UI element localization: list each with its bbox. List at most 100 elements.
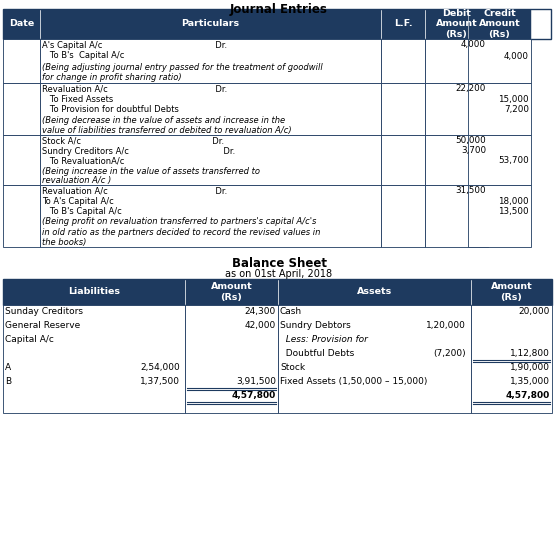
Text: 24,300: 24,300: [245, 307, 276, 316]
Text: 3,91,500: 3,91,500: [236, 377, 276, 386]
Text: To B's Capital A/c: To B's Capital A/c: [42, 207, 122, 216]
Bar: [425, 83, 488, 135]
Text: Cash: Cash: [280, 307, 302, 316]
Text: Journal Entries: Journal Entries: [230, 3, 328, 16]
Text: 15,000: 15,000: [498, 95, 529, 104]
Bar: [468, 83, 531, 135]
Bar: [425, 185, 488, 247]
Text: 31,500: 31,500: [455, 187, 486, 195]
Text: B: B: [5, 377, 11, 386]
Text: Capital A/c: Capital A/c: [5, 335, 54, 344]
Text: Amount
(Rs): Amount (Rs): [490, 282, 532, 302]
Bar: [3, 39, 40, 83]
Text: Less: Provision for: Less: Provision for: [280, 335, 368, 344]
Text: 1,37,500: 1,37,500: [140, 377, 180, 386]
Bar: [425, 39, 488, 83]
Text: (Being adjusting journal entry passed for the treatment of goodwill: (Being adjusting journal entry passed fo…: [42, 62, 323, 72]
Text: Fixed Assets (1,50,000 – 15,000): Fixed Assets (1,50,000 – 15,000): [280, 377, 427, 386]
Bar: [381, 83, 425, 135]
Bar: [278, 305, 471, 413]
Text: 18,000: 18,000: [498, 197, 529, 206]
Bar: [3, 135, 40, 185]
Text: Amount
(Rs): Amount (Rs): [210, 282, 252, 302]
Text: 1,90,000: 1,90,000: [510, 363, 550, 372]
Text: (Being increase in the value of assets transferred to: (Being increase in the value of assets t…: [42, 166, 260, 175]
Text: 1,20,000: 1,20,000: [426, 321, 466, 330]
Bar: [468, 185, 531, 247]
Text: A: A: [5, 363, 11, 372]
Bar: [425, 9, 488, 39]
Bar: [185, 305, 278, 413]
Text: Balance Sheet: Balance Sheet: [232, 257, 326, 270]
Text: To A's Capital A/c: To A's Capital A/c: [42, 197, 114, 206]
Bar: [471, 305, 552, 413]
Text: 20,000: 20,000: [518, 307, 550, 316]
Text: Liabilities: Liabilities: [68, 287, 120, 296]
Text: (Being profit on revaluation transferred to partners's capital A/c's: (Being profit on revaluation transferred…: [42, 217, 316, 226]
Bar: [3, 83, 40, 135]
Bar: [3, 305, 185, 413]
Text: Sundry Debtors: Sundry Debtors: [280, 321, 351, 330]
Bar: [381, 135, 425, 185]
Text: Revaluation A/c                                         Dr.: Revaluation A/c Dr.: [42, 187, 227, 195]
Text: 22,200: 22,200: [456, 84, 486, 94]
Bar: [3, 279, 552, 305]
Text: 4,000: 4,000: [461, 40, 486, 49]
Text: 3,700: 3,700: [461, 146, 486, 155]
Text: Date: Date: [9, 19, 34, 29]
Bar: [468, 135, 531, 185]
Text: General Reserve: General Reserve: [5, 321, 80, 330]
Bar: [3, 279, 185, 305]
Bar: [40, 185, 381, 247]
Bar: [3, 9, 551, 39]
Text: A's Capital A/c                                           Dr.: A's Capital A/c Dr.: [42, 40, 227, 49]
Bar: [278, 279, 471, 305]
Text: Stock: Stock: [280, 363, 305, 372]
Text: Revaluation A/c                                         Dr.: Revaluation A/c Dr.: [42, 84, 227, 94]
Bar: [40, 9, 381, 39]
Bar: [185, 279, 278, 305]
Text: 1,12,800: 1,12,800: [510, 349, 550, 358]
Text: 13,500: 13,500: [498, 207, 529, 216]
Text: To B's  Capital A/c: To B's Capital A/c: [42, 52, 124, 60]
Text: Assets: Assets: [357, 287, 392, 296]
Text: To Fixed Assets: To Fixed Assets: [42, 95, 113, 104]
Text: 2,54,000: 2,54,000: [140, 363, 180, 372]
Text: Debit
Amount
(Rs): Debit Amount (Rs): [436, 9, 478, 39]
Text: Particulars: Particulars: [181, 19, 239, 29]
Text: To Provision for doubtful Debts: To Provision for doubtful Debts: [42, 105, 179, 114]
Text: 7,200: 7,200: [504, 105, 529, 114]
Bar: [381, 9, 425, 39]
Text: revaluation A/c ): revaluation A/c ): [42, 176, 111, 186]
Text: 4,57,800: 4,57,800: [232, 391, 276, 400]
Text: 4,57,800: 4,57,800: [506, 391, 550, 400]
Text: 50,000: 50,000: [455, 137, 486, 145]
Bar: [471, 279, 552, 305]
Text: L.F.: L.F.: [394, 19, 412, 29]
Bar: [3, 9, 40, 39]
Text: (7,200): (7,200): [434, 349, 466, 358]
Text: 42,000: 42,000: [245, 321, 276, 330]
Bar: [40, 135, 381, 185]
Text: Credit
Amount
(Rs): Credit Amount (Rs): [479, 9, 521, 39]
Text: as on 01st April, 2018: as on 01st April, 2018: [225, 269, 333, 279]
Text: //www.studyay.com: //www.studyay.com: [182, 315, 318, 401]
Text: Sunday Creditors: Sunday Creditors: [5, 307, 83, 316]
Text: value of liabilities transferred or debited to revaluation A/c): value of liabilities transferred or debi…: [42, 126, 292, 135]
Bar: [381, 185, 425, 247]
Bar: [468, 9, 531, 39]
Text: for change in profit sharing ratio): for change in profit sharing ratio): [42, 74, 181, 82]
Bar: [40, 83, 381, 135]
Bar: [3, 185, 40, 247]
Text: Sundry Creditors A/c                                    Dr.: Sundry Creditors A/c Dr.: [42, 146, 235, 155]
Text: Stock A/c                                                  Dr.: Stock A/c Dr.: [42, 137, 224, 145]
Text: 53,700: 53,700: [498, 157, 529, 166]
Bar: [40, 39, 381, 83]
Text: Doubtful Debts: Doubtful Debts: [280, 349, 354, 358]
Text: (Being decrease in the value of assets and increase in the: (Being decrease in the value of assets a…: [42, 116, 285, 125]
Bar: [468, 39, 531, 83]
Bar: [425, 135, 488, 185]
Text: To RevaluationA/c: To RevaluationA/c: [42, 157, 124, 166]
Bar: [381, 39, 425, 83]
Text: 4,000: 4,000: [504, 52, 529, 60]
